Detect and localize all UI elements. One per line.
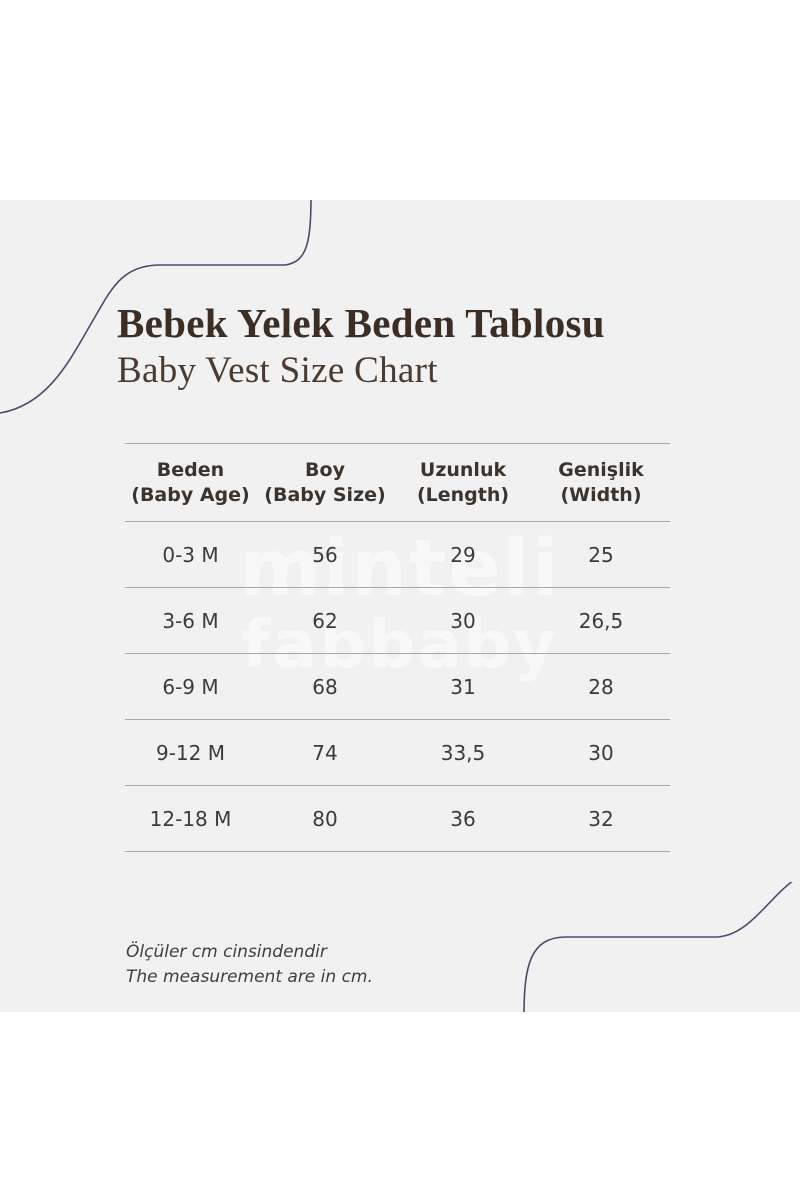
note-turkish: Ölçüler cm cinsindendir — [126, 942, 327, 962]
column-header-genislik: Genişlik (Width) — [532, 443, 670, 522]
table-row: 12-18 M 80 36 32 — [125, 785, 670, 852]
cell-uzunluk: 29 — [394, 521, 532, 588]
column-header-uzunluk-line1: Uzunluk — [419, 459, 507, 481]
table-row: 9-12 M 74 33,5 30 — [125, 719, 670, 786]
table-row: 6-9 M 68 31 28 — [125, 653, 670, 720]
cell-uzunluk: 36 — [394, 785, 532, 852]
column-header-beden-line2: (Baby Age) — [131, 484, 250, 506]
card-content: Bebek Yelek Beden Tablosu Baby Vest Size… — [0, 200, 800, 1012]
table-header-row: Beden (Baby Age) Boy (Baby Size) Uzunluk… — [125, 443, 670, 522]
cell-boy: 62 — [256, 587, 394, 654]
cell-uzunluk: 30 — [394, 587, 532, 654]
cell-genislik: 25 — [532, 521, 670, 588]
column-header-beden: Beden (Baby Age) — [125, 443, 256, 522]
cell-boy: 68 — [256, 653, 394, 720]
cell-beden: 3-6 M — [125, 587, 256, 654]
cell-boy: 74 — [256, 719, 394, 786]
cell-genislik: 30 — [532, 719, 670, 786]
cell-genislik: 32 — [532, 785, 670, 852]
cell-beden: 12-18 M — [125, 785, 256, 852]
cell-beden: 9-12 M — [125, 719, 256, 786]
table-row: 0-3 M 56 29 25 — [125, 521, 670, 588]
cell-genislik: 26,5 — [532, 587, 670, 654]
cell-genislik: 28 — [532, 653, 670, 720]
table-row: 3-6 M 62 30 26,5 — [125, 587, 670, 654]
cell-uzunluk: 31 — [394, 653, 532, 720]
cell-uzunluk: 33,5 — [394, 719, 532, 786]
column-header-beden-line1: Beden — [156, 459, 225, 481]
size-chart-table: Beden (Baby Age) Boy (Baby Size) Uzunluk… — [125, 443, 670, 852]
cell-beden: 6-9 M — [125, 653, 256, 720]
page-title: Bebek Yelek Beden Tablosu Baby Vest Size… — [117, 300, 717, 392]
column-header-boy-line1: Boy — [305, 459, 345, 481]
title-turkish: Bebek Yelek Beden Tablosu — [117, 300, 605, 346]
column-header-genislik-line2: (Width) — [560, 484, 642, 506]
measurement-notes: Ölçüler cm cinsindendir The measurement … — [126, 940, 646, 990]
column-header-boy-line2: (Baby Size) — [264, 484, 386, 506]
column-header-uzunluk-line2: (Length) — [416, 484, 510, 506]
cell-boy: 56 — [256, 521, 394, 588]
note-english: The measurement are in cm. — [126, 967, 373, 987]
cell-beden: 0-3 M — [125, 521, 256, 588]
title-english: Baby Vest Size Chart — [117, 350, 438, 391]
size-chart-card: minteli fabbaby Bebek Yelek Beden Tablos… — [0, 200, 800, 1012]
column-header-uzunluk: Uzunluk (Length) — [394, 443, 532, 522]
column-header-boy: Boy (Baby Size) — [256, 443, 394, 522]
cell-boy: 80 — [256, 785, 394, 852]
column-header-genislik-line1: Genişlik — [558, 459, 644, 481]
